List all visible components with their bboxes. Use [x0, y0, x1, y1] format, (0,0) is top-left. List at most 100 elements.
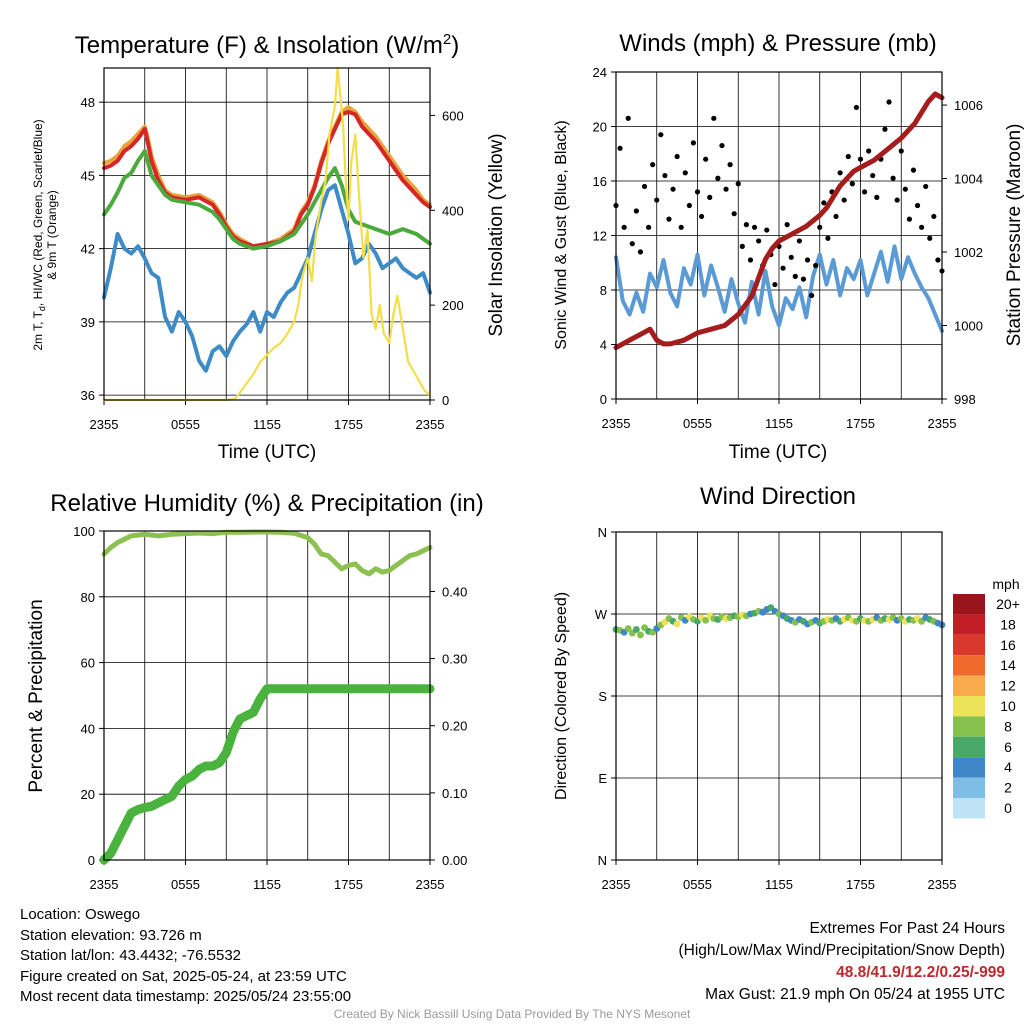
- dir-legend-unit: mph: [992, 576, 1019, 592]
- temp-series-line-2: [102, 149, 432, 251]
- speed-legend-label: 6: [1004, 739, 1012, 755]
- temp-xtick-label: 1155: [253, 417, 281, 432]
- dir-scatter-point: [702, 616, 710, 624]
- rh-y2tick-label: 0.20: [442, 719, 467, 734]
- temp-xtick-label: 2355: [90, 417, 119, 432]
- dir-ytick-label: S: [598, 689, 607, 704]
- speed-legend-label: 4: [1004, 759, 1012, 775]
- wind-scatter-point: [654, 197, 660, 203]
- wind-scatter-point: [870, 172, 876, 179]
- wind-scatter-point: [837, 170, 843, 176]
- wind-scatter-point: [886, 99, 892, 105]
- rh-xtick-label: 0555: [171, 877, 200, 892]
- rh-ytick-label: 80: [81, 590, 95, 605]
- wind-y2tick-label: 1004: [954, 172, 983, 187]
- wind-scatter-point: [817, 224, 823, 230]
- station-location: Location: Oswego: [20, 906, 141, 923]
- wind-scatter-point: [898, 148, 904, 154]
- wind-scatter-point: [727, 162, 733, 168]
- wind-scatter-point: [711, 115, 717, 121]
- extremes-box: Extremes For Past 24 Hours (High/Low/Max…: [679, 918, 1006, 1006]
- wind-scatter-point: [861, 189, 868, 195]
- dir-ytick-label: E: [598, 771, 607, 786]
- rh-y2tick-label: 0.10: [442, 786, 467, 801]
- temp-xlabel: Time (UTC): [218, 442, 317, 463]
- temp-plot-border: [103, 67, 431, 401]
- temp-y2tick-label: 0: [442, 393, 449, 408]
- figure-created: Figure created on Sat, 2025-05-24, at 23…: [20, 967, 347, 985]
- dir-xtick-label: 1155: [765, 877, 793, 892]
- temp-series-line-3: [102, 183, 432, 373]
- wind-ytick-label: 12: [593, 229, 607, 244]
- temp-xtick-label: 1755: [334, 417, 363, 432]
- temp-ylabel-1: 2m T, Td, HI/WC (Red, Green, Scarlet/Blu…: [31, 119, 47, 350]
- wind-xtick-label: 2355: [602, 416, 631, 431]
- wind-scatter-point: [853, 104, 860, 111]
- wind-scatter-point: [690, 140, 697, 146]
- wind-xlabel: Time (UTC): [729, 442, 828, 463]
- temp-y2tick-label: 200: [442, 298, 464, 313]
- wind-scatter-point: [739, 243, 745, 249]
- wind-scatter-point: [633, 208, 639, 214]
- dir-xtick-label: 0555: [683, 877, 712, 892]
- wind-scatter-point: [906, 216, 913, 222]
- rh-series-line-0: [101, 529, 433, 577]
- wind-y2tick-label: 1000: [954, 319, 983, 334]
- speed-legend-swatch: [953, 716, 985, 737]
- dir-ytick-label: N: [598, 853, 607, 868]
- credit-line: Created By Nick Bassill Using Data Provi…: [333, 1007, 691, 1021]
- wind-scatter-point: [927, 235, 933, 241]
- dir-ylabel: Direction (Colored By Speed): [553, 592, 570, 800]
- speed-legend-swatch: [953, 696, 985, 717]
- wind-scatter-point: [617, 145, 623, 151]
- wind-ytick-label: 8: [600, 283, 607, 298]
- wind-scatter-point: [902, 186, 908, 192]
- dir-ytick-label: N: [598, 525, 607, 540]
- speed-legend-swatch: [953, 777, 985, 798]
- extremes-values: 48.8/41.9/12.2/0.25/-999: [836, 964, 1005, 981]
- wind-scatter-point: [678, 224, 684, 230]
- dir-scatter-point: [637, 631, 644, 639]
- wind-scatter-point: [800, 276, 807, 282]
- dir-scatter-point: [632, 626, 640, 633]
- wind-scatter-point: [756, 238, 762, 244]
- wind-xtick-label: 1155: [765, 416, 793, 431]
- wind-scatter-point: [923, 183, 929, 190]
- speed-legend: 20+ 18 16 14 12 10 8 6 4 2 0: [953, 594, 1020, 819]
- wind-scatter-point: [747, 257, 754, 263]
- wind-scatter-point: [841, 197, 847, 203]
- extremes-subtitle: (High/Low/Max Wind/Precipitation/Snow De…: [678, 942, 1006, 959]
- speed-legend-swatch: [953, 655, 985, 676]
- speed-legend-swatch: [953, 736, 985, 758]
- temp-y2label: Solar Insolation (Yellow): [486, 133, 507, 336]
- wind-scatter-point: [698, 213, 705, 220]
- temp-series-line-1: [102, 109, 432, 249]
- rh-xtick-label: 1155: [253, 877, 281, 892]
- speed-legend-swatch: [953, 634, 985, 656]
- dir-panel-title: Wind Direction: [700, 483, 856, 510]
- wind-scatter-point: [890, 175, 896, 181]
- speed-legend-label: 8: [1004, 718, 1012, 734]
- temp-xtick-label: 2355: [416, 417, 445, 432]
- wind-plot: 0 4 8 12 16 20 24 998 1000 1002 1004 1006 2355 0555 11…: [593, 65, 983, 431]
- wind-scatter-point: [809, 292, 815, 299]
- dir-plot: N E S W N 2355 0555 1155 1755 2355: [595, 525, 957, 892]
- wind-series-line-0: [614, 244, 944, 333]
- temp-ylabel-2: & 9m T (Orange): [45, 190, 59, 280]
- wind-y2tick-label: 998: [954, 392, 976, 407]
- wind-scatter-point: [874, 194, 880, 200]
- wind-scatter-point: [723, 186, 729, 192]
- wind-scatter-point: [694, 189, 701, 195]
- wind-scatter-point: [641, 183, 648, 190]
- wind-scatter-point: [646, 224, 652, 230]
- station-latlon: Station lat/lon: 43.4432; -76.5532: [20, 947, 242, 964]
- temp-plot: 36 39 42 45 48 0 200 400 600 2355 0555 1155 1755 2355: [81, 66, 464, 432]
- dir-xtick-label: 1755: [846, 877, 875, 892]
- speed-legend-label: 0: [1004, 800, 1012, 816]
- extremes-gust: Max Gust: 21.9 mph On 05/24 at 1955 UTC: [705, 986, 1005, 1003]
- rh-ylabel: Percent & Precipitation: [26, 599, 47, 792]
- rh-panel-title: Relative Humidity (%) & Precipitation (i…: [50, 490, 483, 517]
- wind-scatter-point: [707, 194, 713, 200]
